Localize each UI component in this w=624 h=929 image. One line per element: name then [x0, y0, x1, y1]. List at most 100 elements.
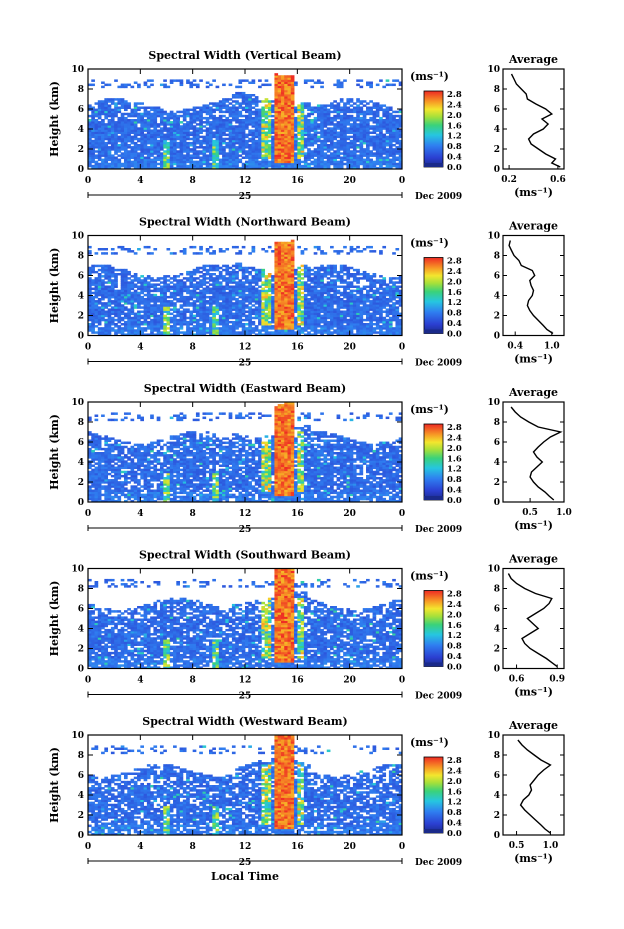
heatmap-cell	[307, 308, 311, 311]
heatmap-cell	[94, 283, 99, 286]
heatmap-cell	[238, 133, 243, 137]
heatmap-cell	[127, 293, 131, 297]
heatmap-cell	[215, 108, 220, 112]
heatmap-cell	[150, 152, 154, 155]
heatmap-cell	[280, 268, 285, 272]
heatmap-cell	[101, 104, 105, 107]
heatmap-cell	[215, 298, 220, 301]
heatmap-cell	[284, 331, 288, 334]
heatmap-cell	[150, 333, 154, 336]
heatmap-cell	[153, 110, 158, 114]
heatmap-cell	[280, 287, 285, 291]
heatmap-cell	[313, 285, 318, 288]
heatmap-cell	[140, 114, 144, 118]
heatmap-cell	[307, 137, 311, 141]
heatmap-cell	[176, 123, 180, 126]
heatmap-cell	[182, 252, 187, 255]
heatmap-cell	[127, 283, 131, 286]
heatmap-cell	[320, 112, 324, 116]
heatmap-cell	[241, 94, 246, 97]
heatmap-cell	[173, 316, 177, 320]
heatmap-cell	[231, 316, 236, 320]
heatmap-cell	[379, 79, 383, 82]
heatmap-cell	[231, 156, 236, 159]
heatmap-cell	[320, 148, 324, 151]
heatmap-cell	[264, 306, 269, 309]
heatmap-cell	[235, 304, 239, 307]
heatmap-cell	[137, 298, 141, 301]
x-tick-label: 20	[343, 176, 356, 186]
heatmap-cell	[248, 164, 252, 168]
heatmap-cell	[199, 135, 203, 139]
heatmap-cell	[182, 314, 187, 318]
heatmap-cell	[326, 164, 331, 168]
y-tick-label: 10	[71, 65, 84, 75]
heatmap-cell	[245, 293, 249, 297]
heatmap-cell	[245, 281, 249, 284]
heatmap-cell	[241, 245, 246, 249]
heatmap-cell	[205, 81, 210, 84]
heatmap-cell	[372, 164, 377, 168]
heatmap-cell	[88, 131, 92, 134]
heatmap-cell	[169, 277, 174, 280]
heatmap-cell	[277, 141, 282, 145]
heatmap-cell	[343, 110, 347, 114]
heatmap-cell	[120, 104, 125, 107]
heatmap-cell	[143, 164, 148, 168]
heatmap-cell	[379, 133, 383, 137]
heatmap-cell	[280, 75, 285, 78]
heatmap-cell	[205, 144, 210, 147]
heatmap-cell	[146, 119, 151, 122]
heatmap-cell	[104, 110, 109, 114]
heatmap-cell	[88, 308, 92, 311]
heatmap-cell	[150, 252, 154, 255]
heatmap-cell	[245, 270, 249, 274]
heatmap-cell	[254, 298, 259, 301]
heatmap-cell	[369, 144, 373, 147]
heatmap-cell	[150, 131, 154, 134]
heatmap-cell	[346, 110, 351, 114]
heatmap-cell	[182, 331, 187, 334]
heatmap-cell	[313, 283, 318, 286]
heatmap-cell	[195, 287, 200, 291]
heatmap-cell	[300, 144, 305, 147]
heatmap-cell	[101, 318, 105, 322]
heatmap-cell	[228, 291, 233, 295]
heatmap-cell	[362, 112, 367, 116]
heatmap-cell	[110, 312, 115, 316]
heatmap-cell	[91, 302, 95, 305]
heatmap-cell	[280, 154, 285, 157]
heatmap-cell	[235, 289, 239, 293]
heatmap-cell	[271, 135, 275, 139]
heatmap-cell	[94, 108, 99, 112]
heatmap-cell	[173, 304, 177, 307]
heatmap-cell	[133, 146, 138, 149]
heatmap-cell	[225, 333, 230, 336]
heatmap-cell	[258, 108, 262, 112]
heatmap-cell	[94, 277, 99, 280]
heatmap-cell	[127, 121, 131, 124]
heatmap-cell	[290, 254, 295, 257]
heatmap-cell	[120, 162, 125, 166]
heatmap-cell	[264, 314, 269, 318]
heatmap-cell	[235, 327, 239, 330]
heatmap-cell	[97, 156, 102, 159]
heatmap-cell	[130, 318, 135, 322]
heatmap-cell	[300, 164, 305, 168]
heatmap-cell	[91, 121, 95, 124]
heatmap-cell	[356, 119, 360, 122]
heatmap-cell	[133, 162, 138, 166]
heatmap-cell	[179, 298, 184, 301]
heatmap-cell	[107, 148, 112, 151]
heatmap-cell	[385, 158, 390, 162]
heatmap-cell	[117, 308, 122, 311]
heatmap-cell	[333, 106, 337, 109]
heatmap-cell	[101, 287, 105, 291]
heatmap-cell	[356, 162, 360, 166]
heatmap-cell	[218, 320, 223, 324]
heatmap-cell	[372, 166, 377, 170]
heatmap-cell	[130, 287, 135, 291]
heatmap-cell	[248, 293, 252, 297]
heatmap-cell	[359, 141, 364, 145]
heatmap-cell	[88, 289, 92, 293]
